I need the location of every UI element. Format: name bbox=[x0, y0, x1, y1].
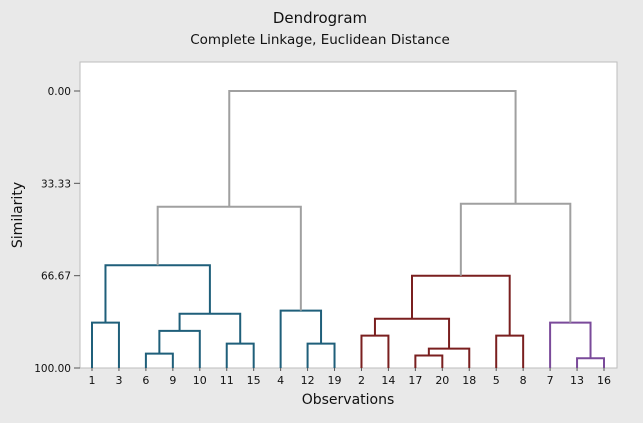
observation-label: 3 bbox=[115, 374, 122, 387]
observation-label: 16 bbox=[597, 374, 611, 387]
observation-label: 19 bbox=[328, 374, 342, 387]
observation-label: 8 bbox=[520, 374, 527, 387]
observation-label: 17 bbox=[408, 374, 422, 387]
observation-label: 13 bbox=[570, 374, 584, 387]
dendrogram-branches bbox=[91, 90, 605, 368]
y-axis: 0.00 33.33 66.67 100.00 bbox=[34, 86, 80, 375]
y-tick-label: 0.00 bbox=[48, 86, 71, 98]
observation-label: 1 bbox=[89, 374, 96, 387]
observation-label: 6 bbox=[142, 374, 149, 387]
chart-subtitle: Complete Linkage, Euclidean Distance bbox=[190, 32, 450, 48]
observation-label: 9 bbox=[169, 374, 176, 387]
observation-label: 20 bbox=[435, 374, 449, 387]
y-axis-title: Similarity bbox=[10, 182, 26, 248]
y-tick-label: 33.33 bbox=[41, 178, 71, 190]
observation-label: 18 bbox=[462, 374, 476, 387]
observation-labels: 1 3 6 9 10 11 15 4 12 19 2 14 17 20 18 5 8 7 13 16 bbox=[89, 368, 611, 387]
observation-label: 2 bbox=[358, 374, 365, 387]
observation-label: 11 bbox=[220, 374, 234, 387]
plot-area bbox=[79, 61, 618, 369]
observation-label: 4 bbox=[277, 374, 284, 387]
observation-label: 7 bbox=[547, 374, 554, 387]
observation-label: 15 bbox=[247, 374, 261, 387]
chart-title: Dendrogram bbox=[273, 9, 367, 27]
observation-label: 5 bbox=[493, 374, 500, 387]
y-tick-label: 66.67 bbox=[41, 271, 71, 283]
observation-label: 10 bbox=[193, 374, 207, 387]
observation-label: 14 bbox=[381, 374, 395, 387]
x-axis-title: Observations bbox=[302, 392, 395, 408]
dendrogram-link bbox=[228, 90, 517, 207]
observation-label: 12 bbox=[301, 374, 315, 387]
y-tick-label: 100.00 bbox=[34, 363, 71, 375]
